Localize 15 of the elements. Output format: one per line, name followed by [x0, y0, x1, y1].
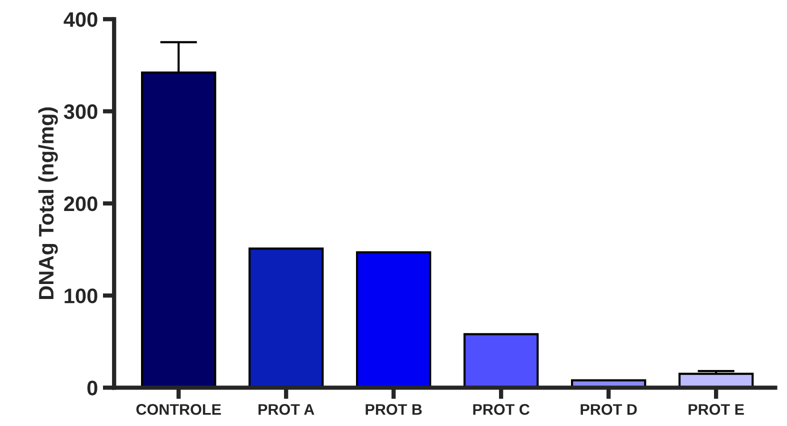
y-tick-label: 200: [64, 196, 98, 212]
y-axis-title: DNAg Total (ng/mg): [38, 107, 58, 300]
x-tick-label: PROT B: [366, 404, 422, 415]
x-tick-label: CONTROLE: [136, 404, 221, 415]
x-tick-label: PROT E: [688, 404, 744, 415]
bar: [248, 248, 324, 388]
y-tick-label: 400: [64, 12, 98, 27]
y-tick-label: 300: [64, 104, 98, 120]
y-tick-label: 0: [87, 380, 98, 396]
x-tick-label: PROT A: [258, 404, 314, 415]
bar: [356, 251, 432, 388]
bar: [463, 333, 539, 388]
y-tick-label: 100: [64, 288, 98, 304]
x-tick-label: PROT D: [580, 404, 637, 415]
x-tick-label: PROT C: [473, 404, 530, 415]
